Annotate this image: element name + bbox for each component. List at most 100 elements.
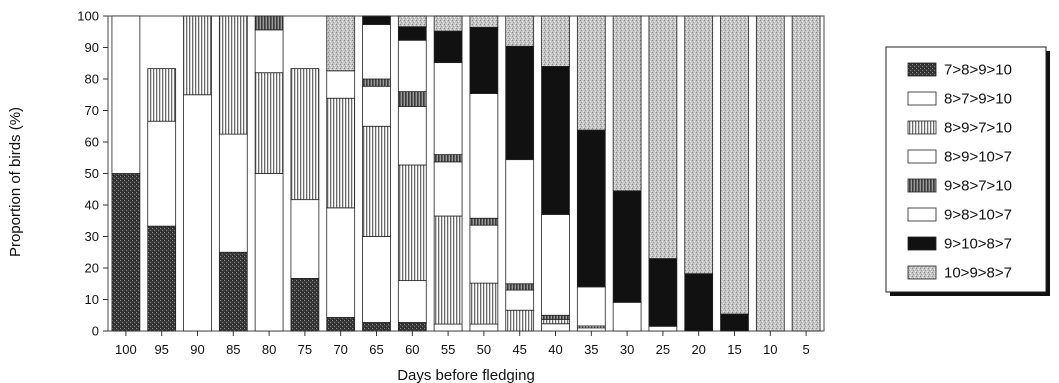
legend-label: 10>9>8>7 [944, 265, 1012, 282]
y-tick-label: 100 [77, 9, 99, 24]
bar-segment [469, 323, 499, 332]
x-axis-label: Days before fledging [397, 367, 535, 383]
bar-segment [397, 322, 427, 332]
bar-segment [576, 286, 606, 327]
bar-segment [684, 273, 714, 332]
bar-segment [218, 15, 248, 135]
y-tick-label: 40 [85, 198, 99, 213]
legend-swatch [907, 120, 937, 135]
bar-stack [254, 15, 284, 332]
bar-segment [469, 15, 499, 28]
y-tick-label: 20 [85, 261, 99, 276]
bar-segment [433, 15, 463, 32]
x-tick-label: 95 [154, 342, 168, 357]
bar-segment [648, 258, 678, 327]
bar-stack [648, 15, 678, 332]
bar-segment [433, 30, 463, 64]
bar-segment [397, 280, 427, 323]
bar-stack [433, 15, 463, 332]
x-tick-label: 65 [369, 342, 383, 357]
bar-stack [505, 15, 535, 332]
bar-segment [326, 15, 356, 72]
x-tick-label: 50 [477, 342, 491, 357]
bar-segment [362, 85, 391, 127]
y-tick-label: 70 [85, 103, 99, 118]
bar-segment [684, 15, 714, 275]
legend-box [885, 46, 1047, 293]
x-tick-label: 25 [656, 342, 670, 357]
bar-segment [218, 133, 248, 253]
bar-segment [397, 164, 427, 281]
x-tick-label: 80 [262, 342, 276, 357]
x-tick-label: 70 [333, 342, 347, 357]
bar-segment [397, 39, 427, 93]
y-tick-label: 50 [85, 166, 99, 181]
bar-segment [720, 15, 749, 315]
y-tick-label: 30 [85, 229, 99, 244]
y-tick-label: 90 [85, 40, 99, 55]
bar-segment [397, 91, 427, 107]
bar-stack [541, 15, 570, 332]
x-axis: 100 95 90 85 80 75 70 65 60 55 50 45 40 35 30 25 20 15 10 5 [115, 331, 810, 357]
bar-segment [218, 251, 248, 332]
bar-segment [433, 62, 463, 156]
bar-stack [218, 15, 248, 332]
bar-stack [612, 15, 642, 332]
x-tick-label: 20 [691, 342, 705, 357]
bar-segment [433, 215, 463, 325]
bar-segment [362, 16, 391, 25]
bar-segment [505, 283, 535, 291]
legend-label: 7>8>9>10 [944, 62, 1012, 79]
legend-label: 9>8>10>7 [944, 207, 1012, 224]
bar-stack [147, 68, 177, 332]
bar-segment [362, 236, 391, 323]
bar-segment [469, 93, 499, 219]
x-tick-label: 85 [226, 342, 240, 357]
x-tick-label: 90 [190, 342, 204, 357]
legend-swatch [907, 265, 937, 280]
legend-label: 8>7>9>10 [944, 91, 1012, 108]
x-tick-label: 75 [298, 342, 312, 357]
bar-segment [254, 72, 284, 174]
x-tick-label: 35 [584, 342, 598, 357]
x-tick-label: 45 [512, 342, 526, 357]
bar-segment [397, 26, 427, 41]
bar-stack [397, 15, 427, 332]
bar-segment [541, 323, 570, 332]
bar-segment [433, 323, 463, 332]
bar-segment [326, 317, 356, 332]
y-tick-label: 60 [85, 135, 99, 150]
bar-segment [326, 207, 356, 318]
bar-stack [791, 15, 821, 332]
y-tick-label: 0 [92, 324, 99, 339]
bar-segment [469, 282, 499, 325]
bar-segment [397, 106, 427, 166]
bar-segment [612, 301, 642, 332]
x-tick-label: 60 [405, 342, 419, 357]
x-tick-label: 30 [620, 342, 634, 357]
bar-segment [541, 318, 570, 325]
bar-stack [290, 68, 320, 332]
bar-segment [326, 97, 356, 209]
bar-segment [720, 313, 749, 332]
legend-swatch [907, 149, 937, 164]
bar-segment [505, 15, 535, 47]
legend-label: 8>9>10>7 [944, 149, 1012, 166]
legend-swatch [907, 91, 937, 106]
bar-segment [576, 129, 606, 288]
bar-segment [469, 26, 499, 94]
bar-segment [254, 29, 284, 74]
bar-segment [469, 224, 499, 284]
bar-segment [290, 68, 320, 201]
bar-segment [505, 159, 535, 285]
x-tick-label: 15 [727, 342, 741, 357]
bar-segment [290, 199, 320, 279]
legend-swatch [907, 178, 937, 193]
bar-segment [183, 94, 212, 332]
plot-frame [107, 15, 825, 332]
bar-segment [254, 15, 284, 31]
x-tick-label: 55 [441, 342, 455, 357]
y-tick-label: 10 [85, 292, 99, 307]
y-axis-label: Proportion of birds (%) [7, 107, 24, 257]
